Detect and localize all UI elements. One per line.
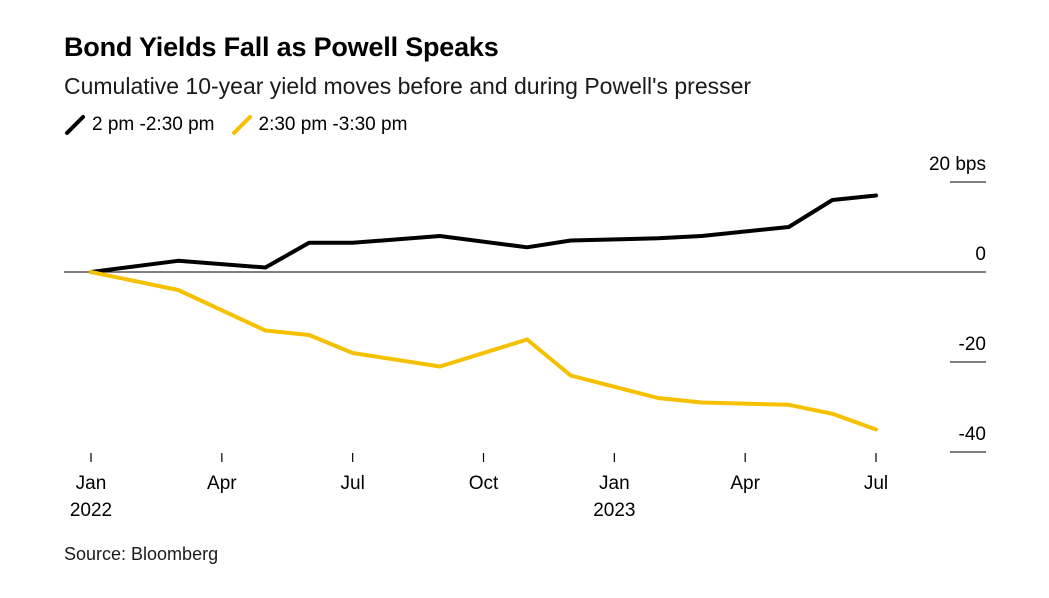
legend-label-series-1: 2 pm -2:30 pm [92, 114, 215, 135]
x-tick-label-5: Apr [730, 473, 760, 494]
x-tick-label-2: Jul [341, 473, 365, 494]
x-tick-year-4: 2023 [593, 500, 635, 521]
legend-line-icon-black [65, 115, 85, 135]
chart-subtitle: Cumulative 10-year yield moves before an… [64, 73, 752, 99]
x-tick-label-4: Jan [599, 473, 630, 494]
y-tick-label-1: 0 [975, 244, 986, 265]
legend-item-series-2: 2:30 pm -3:30 pm [231, 114, 408, 136]
x-tick-year-0: 2022 [70, 500, 112, 521]
y-tick-label-0: 20 bps [929, 154, 986, 175]
legend-item-series-1: 2 pm -2:30 pm [64, 114, 215, 136]
y-tick-label-2: -20 [959, 334, 986, 355]
x-tick-label-6: Jul [864, 473, 888, 494]
x-tick-label-3: Oct [469, 473, 499, 494]
y-tick-label-3: -40 [959, 424, 986, 445]
legend-label-series-2: 2:30 pm -3:30 pm [258, 114, 408, 135]
series-line-2 [89, 270, 878, 432]
legend-line-icon-yellow [231, 115, 252, 135]
chart-title: Bond Yields Fall as Powell Speaks [64, 32, 499, 62]
x-tick-label-0: Jan [76, 473, 107, 494]
x-tick-label-1: Apr [207, 473, 237, 494]
legend: 2 pm -2:30 pm 2:30 pm -3:30 pm [64, 114, 423, 136]
source-note: Source: Bloomberg [64, 544, 219, 564]
series-line-1 [89, 193, 878, 274]
